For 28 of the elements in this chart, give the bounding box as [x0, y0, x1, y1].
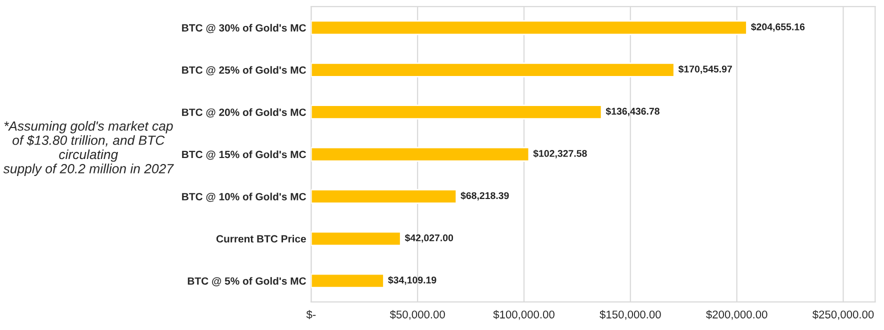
y-tick-label: BTC @ 5% of Gold's MC: [188, 277, 306, 286]
data-label: $204,655.16: [751, 22, 805, 32]
y-tick-label: BTC @ 20% of Gold's MC: [182, 108, 306, 118]
x-tick-label: $-: [306, 310, 316, 320]
x-tick-label: $100,000.00: [493, 310, 554, 320]
data-label: $136,436.78: [606, 107, 660, 116]
data-label: $68,218.39: [460, 192, 509, 200]
y-tick-label: BTC @ 25% of Gold's MC: [182, 66, 306, 76]
bar: [311, 104, 602, 120]
x-tick-label: $200,000.00: [706, 310, 768, 320]
data-label: $170,545.97: [678, 65, 732, 74]
data-label: $102,327.58: [533, 150, 587, 158]
x-tick-label: $150,000.00: [600, 310, 661, 320]
y-tick-label: BTC @ 15% of Gold's MC: [182, 150, 306, 160]
bar: [311, 189, 458, 204]
y-tick-label: BTC @ 30% of Gold's MC: [182, 24, 306, 34]
y-tick-label: Current BTC Price: [216, 234, 306, 243]
data-label: $42,027.00: [404, 234, 454, 243]
bar: [311, 231, 402, 246]
bar: [311, 273, 384, 288]
data-label: $34,109.19: [388, 276, 436, 285]
x-tick-label: $50,000.00: [390, 310, 445, 320]
y-tick-label: BTC @ 10% of Gold's MC: [182, 192, 306, 202]
bar: [311, 62, 675, 78]
x-tick-label: $250,000.00: [812, 310, 874, 320]
bar: [311, 146, 530, 162]
bar: [311, 20, 748, 36]
text: *Assuming gold's market cap of $13.80 trillion, and BTC circulating supply of 20.2 million in 2027: [3, 121, 174, 176]
